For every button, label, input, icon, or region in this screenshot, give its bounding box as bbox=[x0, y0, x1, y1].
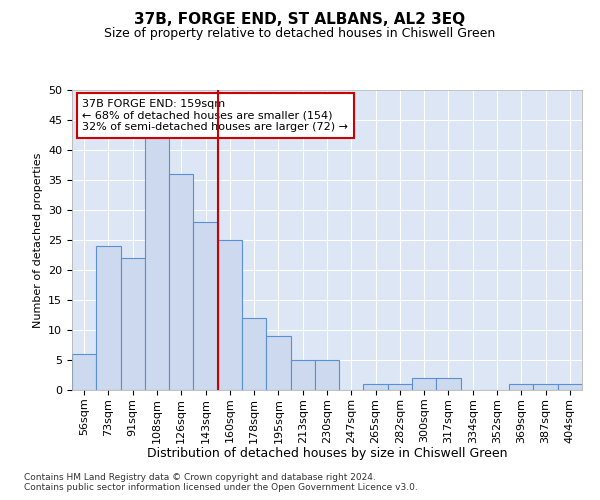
Bar bbox=[558, 384, 582, 390]
Text: 37B, FORGE END, ST ALBANS, AL2 3EQ: 37B, FORGE END, ST ALBANS, AL2 3EQ bbox=[134, 12, 466, 28]
Text: Contains HM Land Registry data © Crown copyright and database right 2024.: Contains HM Land Registry data © Crown c… bbox=[24, 472, 376, 482]
Bar bbox=[315, 360, 339, 390]
Bar bbox=[509, 384, 533, 390]
Bar bbox=[364, 384, 388, 390]
Y-axis label: Number of detached properties: Number of detached properties bbox=[32, 152, 43, 328]
Bar bbox=[533, 384, 558, 390]
Bar bbox=[218, 240, 242, 390]
Bar bbox=[242, 318, 266, 390]
Bar bbox=[169, 174, 193, 390]
Text: 37B FORGE END: 159sqm
← 68% of detached houses are smaller (154)
32% of semi-det: 37B FORGE END: 159sqm ← 68% of detached … bbox=[82, 99, 348, 132]
Bar bbox=[388, 384, 412, 390]
Text: Distribution of detached houses by size in Chiswell Green: Distribution of detached houses by size … bbox=[147, 448, 507, 460]
Bar bbox=[266, 336, 290, 390]
Bar bbox=[412, 378, 436, 390]
Text: Contains public sector information licensed under the Open Government Licence v3: Contains public sector information licen… bbox=[24, 482, 418, 492]
Bar bbox=[121, 258, 145, 390]
Bar bbox=[72, 354, 96, 390]
Text: Size of property relative to detached houses in Chiswell Green: Size of property relative to detached ho… bbox=[104, 28, 496, 40]
Bar bbox=[436, 378, 461, 390]
Bar bbox=[145, 138, 169, 390]
Bar bbox=[96, 246, 121, 390]
Bar bbox=[193, 222, 218, 390]
Bar bbox=[290, 360, 315, 390]
